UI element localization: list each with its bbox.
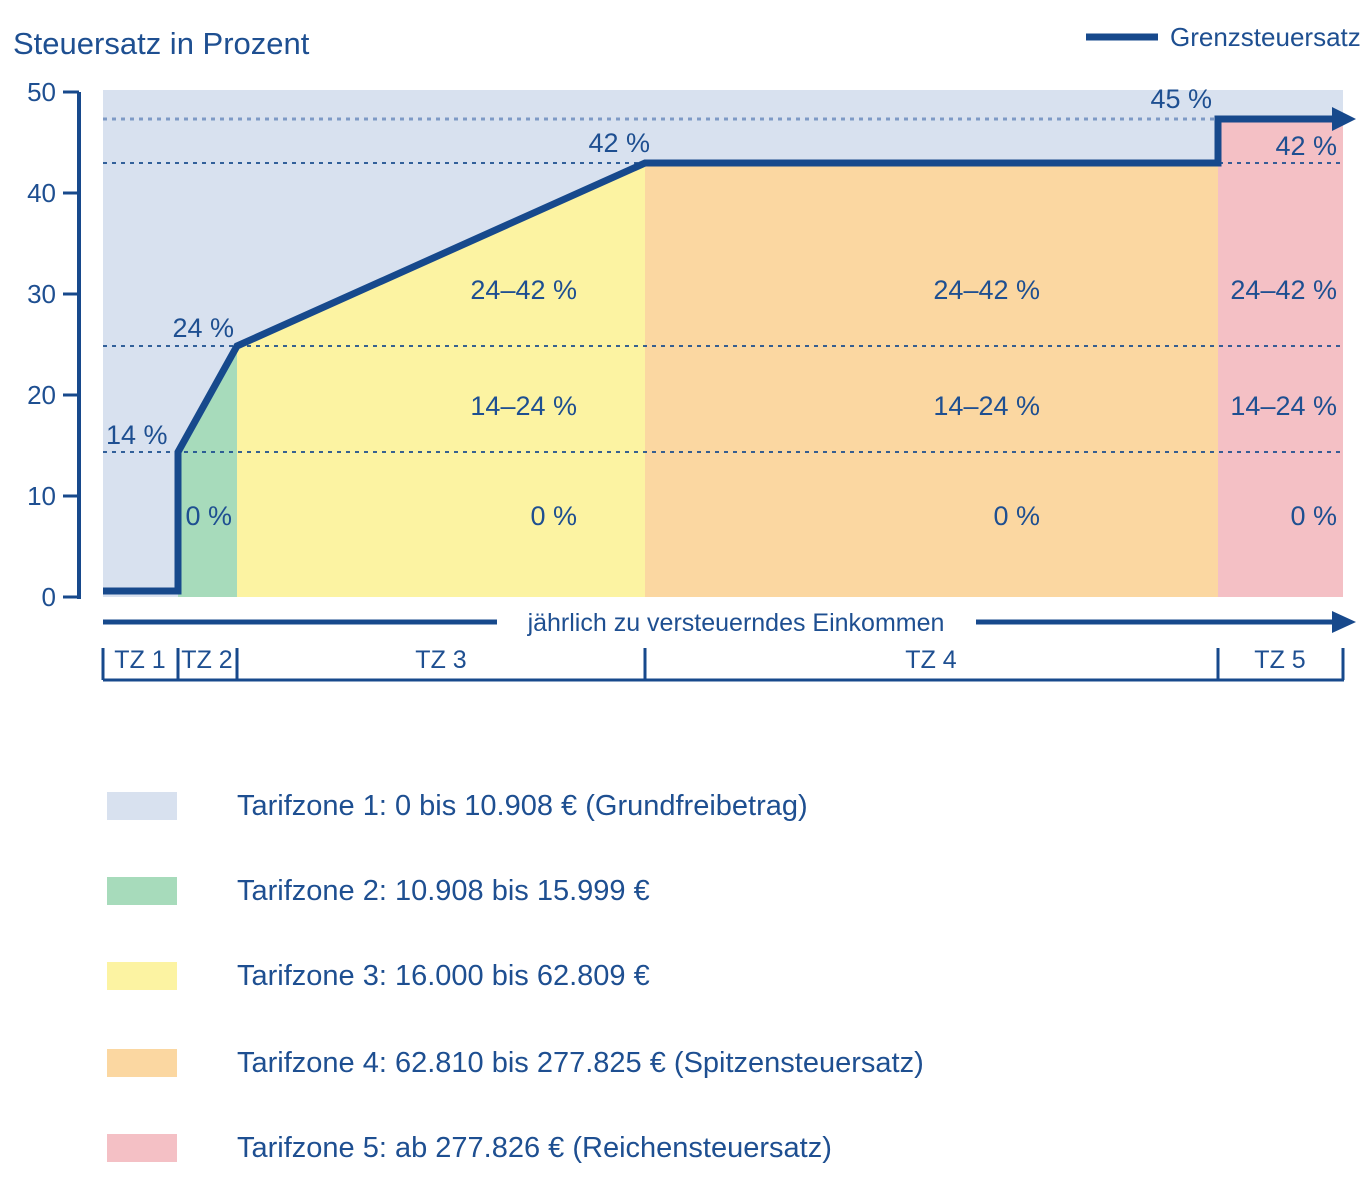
- tarifzone-2-label: Tarifzone 2: 10.908 bis 15.999 €: [237, 875, 650, 907]
- rate-annotation-3: 45 %: [1150, 84, 1212, 114]
- zone-axis-label-tz2: TZ 2: [181, 646, 232, 674]
- rate-annotation-0: 14 %: [106, 420, 168, 450]
- legend-item-tarifzone-2: Tarifzone 2: 10.908 bis 15.999 €: [0, 874, 1366, 908]
- tarifzone-4-swatch: [107, 1049, 177, 1077]
- y-tick-label-10: 10: [27, 481, 56, 511]
- zone-axis-label-tz4: TZ 4: [905, 646, 956, 674]
- tarifzone-4-label: Tarifzone 4: 62.810 bis 277.825 € (Spitz…: [237, 1047, 924, 1079]
- zone-tz3-area: [237, 163, 645, 597]
- tarifzone-2-swatch: [107, 877, 177, 905]
- y-tick-label-50: 50: [27, 77, 56, 107]
- grenzsteuersatz-arrowhead: [1332, 107, 1356, 131]
- band-rate-label-5: 14–24 %: [933, 391, 1040, 421]
- y-tick-label-0: 0: [42, 582, 56, 612]
- band-rate-label-3: 0 %: [530, 501, 577, 531]
- band-rate-label-8: 14–24 %: [1230, 391, 1337, 421]
- zone-tz5-area: [1218, 119, 1343, 597]
- grenzsteuersatz-legend-label: Grenzsteuersatz: [1170, 22, 1361, 52]
- tarifzone-3-swatch: [107, 962, 177, 990]
- legend-item-tarifzone-4: Tarifzone 4: 62.810 bis 277.825 € (Spitz…: [0, 1046, 1366, 1080]
- marginal-tax-rate-chart-svg: 0 % 24–42 % 14–24 % 0 % 24–42 % 14–24 % 0 % 24–…: [13, 22, 1361, 682]
- x-axis-label: jährlich zu versteuerndes Einkommen: [527, 609, 945, 637]
- zone-axis-label-tz5: TZ 5: [1254, 646, 1305, 674]
- band-rate-label-9: 0 %: [1290, 501, 1337, 531]
- band-rate-label-4: 24–42 %: [933, 275, 1040, 305]
- tarifzone-1-label: Tarifzone 1: 0 bis 10.908 € (Grundfreibe…: [237, 790, 808, 822]
- y-tick-label-20: 20: [27, 380, 56, 410]
- x-axis-arrowhead: [1332, 611, 1356, 633]
- tarifzone-5-label: Tarifzone 5: ab 277.826 € (Reichensteuer…: [237, 1132, 832, 1164]
- zone-tz4-area: [645, 163, 1218, 597]
- tax-rate-chart: 0 % 24–42 % 14–24 % 0 % 24–42 % 14–24 % 0 % 24–…: [13, 22, 1361, 682]
- tarifzone-1-swatch: [107, 792, 177, 820]
- y-tick-label-30: 30: [27, 279, 56, 309]
- zone-axis-label-tz3: TZ 3: [415, 646, 466, 674]
- legend-item-tarifzone-1: Tarifzone 1: 0 bis 10.908 € (Grundfreibe…: [0, 789, 1366, 823]
- band-rate-label-2: 14–24 %: [470, 391, 577, 421]
- grenzsteuersatz-line: [103, 115, 1334, 595]
- y-tick-label-40: 40: [27, 178, 56, 208]
- zone-axis-label-tz1: TZ 1: [114, 646, 165, 674]
- rate-annotation-1: 24 %: [172, 313, 234, 343]
- legend-item-tarifzone-5: Tarifzone 5: ab 277.826 € (Reichensteuer…: [0, 1131, 1366, 1165]
- band-rate-label-7: 24–42 %: [1230, 275, 1337, 305]
- tarifzone-5-swatch: [107, 1134, 177, 1162]
- band-rate-label-1: 24–42 %: [470, 275, 577, 305]
- tarifzone-3-label: Tarifzone 3: 16.000 bis 62.809 €: [237, 960, 650, 992]
- band-rate-label-0: 0 %: [185, 501, 232, 531]
- zone-tz2-area: [178, 346, 237, 597]
- chart-title: Steuersatz in Prozent: [13, 26, 310, 61]
- legend-item-tarifzone-3: Tarifzone 3: 16.000 bis 62.809 €: [0, 959, 1366, 993]
- rate-annotation-2: 42 %: [588, 128, 650, 158]
- band-rate-label-6: 0 %: [993, 501, 1040, 531]
- rate-annotation-4: 42 %: [1275, 131, 1337, 161]
